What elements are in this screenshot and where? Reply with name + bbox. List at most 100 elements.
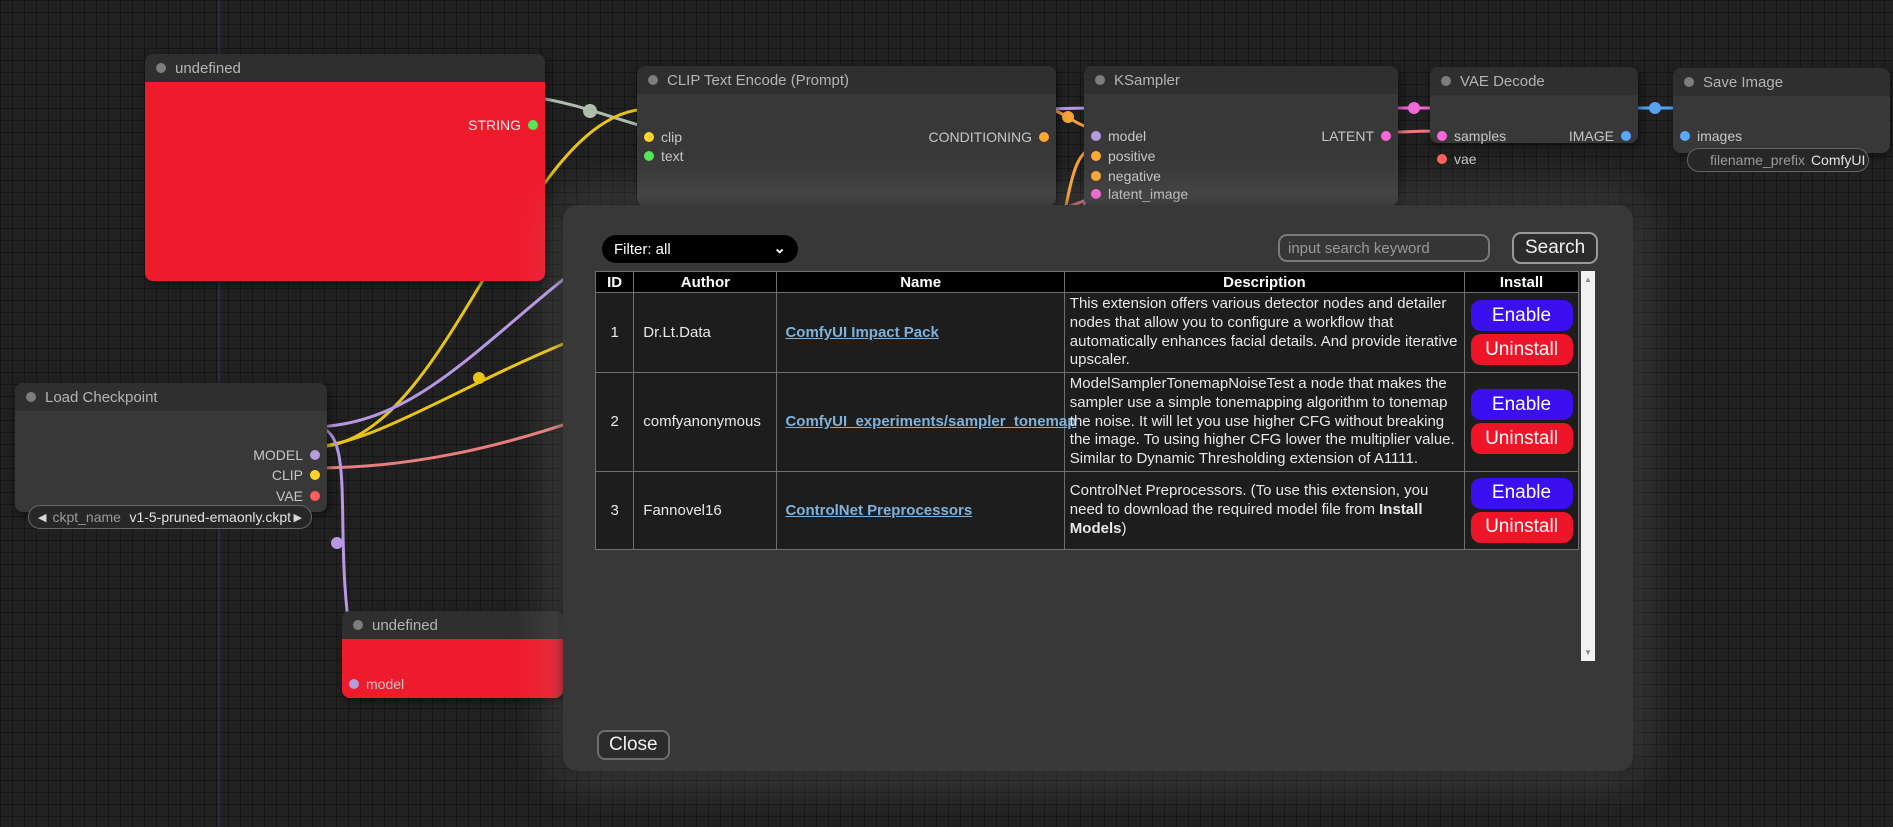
- reroute-dot[interactable]: [1649, 102, 1661, 114]
- input-dot[interactable]: [1437, 154, 1447, 164]
- extension-link[interactable]: ComfyUI Impact Pack: [785, 324, 939, 341]
- input-slot-vae[interactable]: vae: [1437, 151, 1477, 167]
- node-title-bar[interactable]: VAE Decode: [1430, 67, 1638, 95]
- output-slot-model[interactable]: MODEL: [253, 447, 320, 463]
- reroute-dot[interactable]: [1062, 111, 1074, 123]
- node-title-bar[interactable]: undefined: [145, 54, 545, 82]
- output-dot[interactable]: [528, 120, 538, 130]
- node-clip-text-encode[interactable]: CLIP Text Encode (Prompt) clip text COND…: [637, 66, 1056, 206]
- input-slot-model[interactable]: model: [1091, 128, 1146, 144]
- output-dot[interactable]: [310, 470, 320, 480]
- node-title-bar[interactable]: Load Checkpoint: [15, 383, 327, 411]
- node-title-bar[interactable]: KSampler: [1084, 66, 1398, 94]
- ckpt-name-widget[interactable]: ◀ ckpt_name v1-5-pruned-emaonly.ckpt ▶: [28, 505, 312, 529]
- input-slot-text[interactable]: text: [644, 148, 684, 164]
- input-slot-samples[interactable]: samples: [1437, 128, 1506, 144]
- input-slot-latent-image[interactable]: latent_image: [1091, 186, 1188, 202]
- input-dot[interactable]: [644, 132, 654, 142]
- input-slot-clip[interactable]: clip: [644, 129, 682, 145]
- widget-value[interactable]: ComfyUI: [1810, 152, 1866, 168]
- collapse-dot-icon[interactable]: [353, 620, 363, 630]
- uninstall-button[interactable]: Uninstall: [1470, 511, 1573, 543]
- uninstall-button[interactable]: Uninstall: [1470, 423, 1573, 455]
- input-dot[interactable]: [1091, 131, 1101, 141]
- table-row: 3 Fannovel16 ControlNet Preprocessors Co…: [594, 470, 1579, 550]
- output-dot[interactable]: [1039, 132, 1049, 142]
- collapse-dot-icon[interactable]: [1095, 75, 1105, 85]
- search-button[interactable]: Search: [1512, 232, 1599, 264]
- extension-link[interactable]: ComfyUI_experiments/sampler_tonemap: [785, 413, 1077, 431]
- input-dot[interactable]: [1437, 131, 1447, 141]
- scroll-down-icon[interactable]: ▼: [1584, 648, 1592, 657]
- output-dot[interactable]: [310, 450, 320, 460]
- widget-value[interactable]: v1-5-pruned-emaonly.ckpt: [129, 509, 292, 525]
- node-load-checkpoint[interactable]: Load Checkpoint MODEL CLIP VAE ◀ ckpt_na…: [15, 383, 327, 529]
- slot-label: STRING: [468, 117, 521, 133]
- enable-button[interactable]: Enable: [1470, 300, 1573, 331]
- output-dot[interactable]: [1621, 131, 1631, 141]
- node-title-bar[interactable]: undefined: [342, 611, 563, 639]
- input-dot[interactable]: [644, 151, 654, 161]
- table-header-row: ID Author Name Description Install: [594, 271, 1579, 293]
- extension-link[interactable]: ControlNet Preprocessors: [785, 501, 973, 519]
- input-dot[interactable]: [349, 679, 359, 689]
- reroute-dot[interactable]: [1408, 102, 1420, 114]
- filter-dropdown[interactable]: Filter: all ⌄: [602, 235, 798, 263]
- reroute-dot[interactable]: [331, 537, 343, 549]
- output-slot-conditioning[interactable]: CONDITIONING: [929, 129, 1049, 145]
- slot-label: positive: [1108, 148, 1156, 164]
- arrow-left-icon[interactable]: ◀: [38, 511, 47, 524]
- collapse-dot-icon[interactable]: [648, 75, 658, 85]
- cell-description: ControlNet Preprocessors. (To use this e…: [1063, 470, 1466, 550]
- node-vae-decode[interactable]: VAE Decode samples vae IMAGE: [1430, 67, 1638, 167]
- cell-description: ModelSamplerTonemapNoiseTest a node that…: [1063, 372, 1466, 472]
- widget-label: filename_prefix: [1710, 152, 1805, 168]
- node-title-bar[interactable]: CLIP Text Encode (Prompt): [637, 66, 1056, 94]
- collapse-dot-icon[interactable]: [1684, 77, 1694, 87]
- output-slot-vae[interactable]: VAE: [276, 488, 320, 504]
- input-dot[interactable]: [1091, 151, 1101, 161]
- node-title-bar[interactable]: Save Image: [1673, 68, 1890, 96]
- close-button[interactable]: Close: [597, 730, 670, 760]
- collapse-dot-icon[interactable]: [26, 392, 36, 402]
- extension-table-container[interactable]: ID Author Name Description Install 1 Dr.…: [594, 271, 1595, 661]
- output-dot[interactable]: [1381, 131, 1391, 141]
- input-slot-images[interactable]: images: [1680, 128, 1742, 144]
- uninstall-button[interactable]: Uninstall: [1470, 334, 1573, 365]
- input-dot[interactable]: [1091, 189, 1101, 199]
- node-title: undefined: [372, 616, 438, 634]
- description-bold: Install Models: [1069, 500, 1423, 537]
- node-title: Save Image: [1703, 73, 1784, 91]
- slot-label: images: [1697, 128, 1743, 144]
- node-title: undefined: [175, 59, 241, 77]
- enable-button[interactable]: Enable: [1470, 477, 1573, 509]
- filename-prefix-widget[interactable]: filename_prefix ComfyUI: [1687, 148, 1869, 172]
- output-slot-image[interactable]: IMAGE: [1569, 128, 1631, 144]
- node-undefined-bottom[interactable]: undefined model: [342, 611, 563, 698]
- node-ksampler[interactable]: KSampler model positive negative latent_…: [1084, 66, 1398, 230]
- search-input[interactable]: [1278, 234, 1490, 262]
- header-author: Author: [633, 271, 778, 293]
- output-slot-latent[interactable]: LATENT: [1321, 128, 1391, 144]
- output-dot[interactable]: [310, 491, 320, 501]
- arrow-right-icon[interactable]: ▶: [293, 511, 302, 524]
- reroute-dot[interactable]: [583, 104, 597, 118]
- output-slot-string[interactable]: STRING: [468, 117, 538, 133]
- input-slot-positive[interactable]: positive: [1091, 148, 1155, 164]
- reroute-dot[interactable]: [473, 372, 485, 384]
- collapse-dot-icon[interactable]: [1441, 76, 1451, 86]
- enable-button[interactable]: Enable: [1470, 389, 1573, 421]
- input-dot[interactable]: [1091, 171, 1101, 181]
- input-dot[interactable]: [1680, 131, 1690, 141]
- output-slot-clip[interactable]: CLIP: [272, 467, 320, 483]
- node-title: KSampler: [1114, 71, 1180, 89]
- scroll-up-icon[interactable]: ▲: [1584, 275, 1592, 284]
- slot-label: clip: [661, 129, 683, 145]
- collapse-dot-icon[interactable]: [156, 63, 166, 73]
- node-save-image[interactable]: Save Image images filename_prefix ComfyU…: [1673, 68, 1890, 172]
- node-undefined-top[interactable]: undefined STRING: [145, 54, 545, 281]
- table-scrollbar[interactable]: ▲ ▼: [1581, 271, 1595, 661]
- input-slot-model[interactable]: model: [349, 676, 404, 692]
- input-slot-negative[interactable]: negative: [1091, 168, 1161, 184]
